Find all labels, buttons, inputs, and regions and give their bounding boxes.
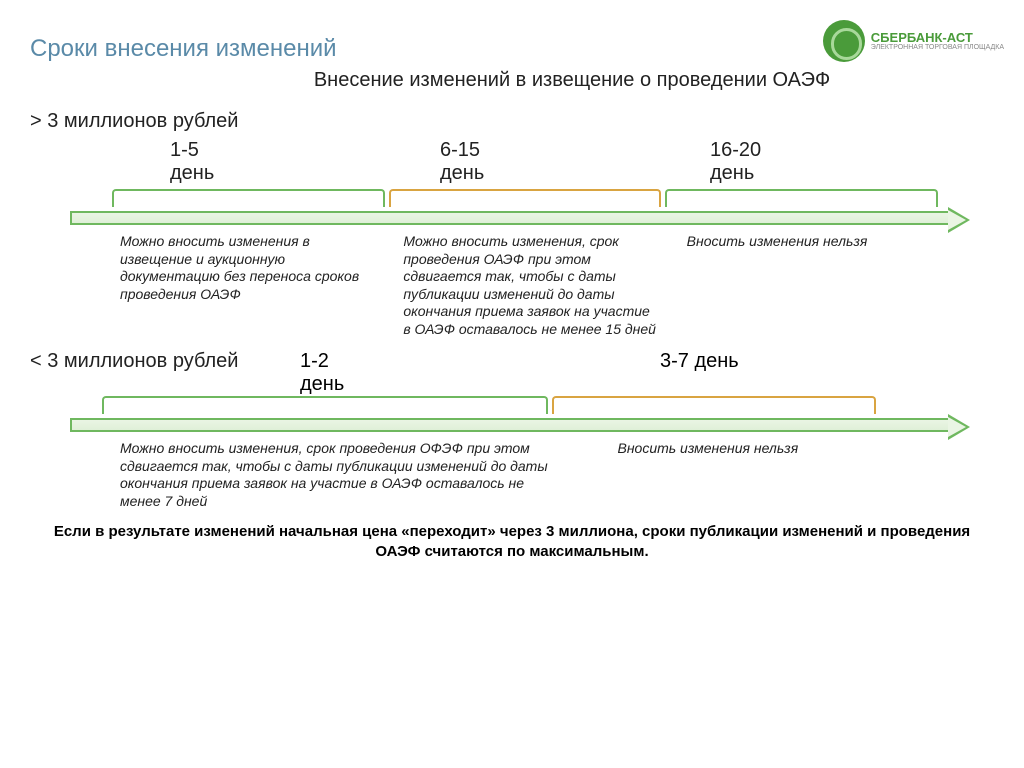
timeline2-descriptions: Можно вносить изменения, срок проведения…	[70, 440, 970, 510]
timeline1-arrow	[70, 211, 950, 225]
timeline1-period-labels: 1-5 день 6-15 день 16-20 день	[70, 139, 970, 187]
timeline1-brackets	[70, 189, 970, 211]
period-desc: Можно вносить изменения, срок проведения…	[120, 440, 588, 510]
logo-main-text: СБЕРБАНК-АСТ	[871, 31, 1004, 44]
brand-logo: СБЕРБАНК-АСТ ЭЛЕКТРОННАЯ ТОРГОВАЯ ПЛОЩАД…	[823, 20, 1004, 62]
period-label: 6-15 день	[430, 139, 700, 187]
timeline2-arrow	[70, 418, 950, 432]
bracket	[112, 189, 385, 207]
timeline1-descriptions: Можно вносить изменения в извещение и ау…	[70, 233, 970, 338]
period-label: 1-5 день	[160, 139, 430, 187]
period-desc: Можно вносить изменения в извещение и ау…	[120, 233, 403, 338]
footer-note: Если в результате изменений начальная це…	[30, 522, 994, 561]
bracket	[665, 189, 938, 207]
timeline1-label: > 3 миллионов рублей	[30, 110, 994, 133]
period-label: 16-20 день	[700, 139, 970, 187]
period-desc: Вносить изменения нельзя	[687, 233, 970, 338]
bracket	[102, 396, 548, 414]
logo-icon	[823, 20, 865, 62]
bracket	[389, 189, 662, 207]
timeline2-brackets	[70, 396, 970, 418]
period-desc: Вносить изменения нельзя	[588, 440, 971, 510]
logo-sub-text: ЭЛЕКТРОННАЯ ТОРГОВАЯ ПЛОЩАДКА	[871, 44, 1004, 51]
bracket	[552, 396, 876, 414]
page-subtitle: Внесение изменений в извещение о проведе…	[150, 69, 994, 92]
timeline-1: 1-5 день 6-15 день 16-20 день Можно внос…	[70, 139, 970, 338]
period-label: 1-2 день	[290, 350, 650, 396]
period-label: 3-7 день	[650, 350, 994, 373]
timeline-2: Можно вносить изменения, срок проведения…	[70, 396, 970, 510]
period-desc: Можно вносить изменения, срок проведения…	[403, 233, 686, 338]
timeline2-label: < 3 миллионов рублей	[30, 350, 290, 373]
